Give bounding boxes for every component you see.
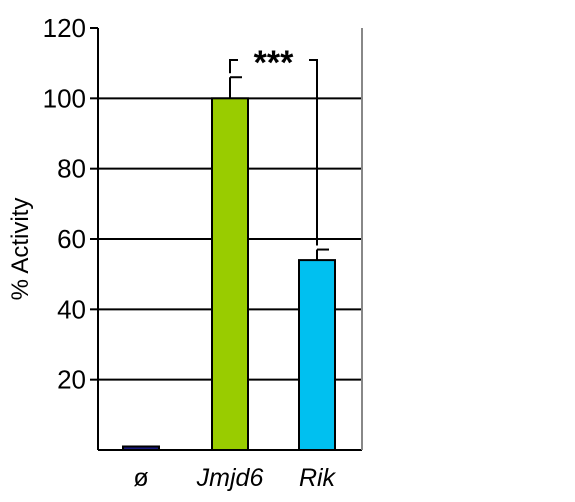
y-tick-label: 40	[57, 294, 86, 324]
y-tick-label: 80	[57, 154, 86, 184]
bar-2	[298, 259, 336, 451]
bars	[122, 76, 336, 452]
significance-bracket-left	[229, 59, 238, 74]
x-tick-label: ø	[133, 464, 148, 492]
x-tick-label: Jmjd6	[196, 464, 264, 492]
y-tick-label: 20	[57, 365, 86, 395]
labels: 20 40 60 80 100 120 ø Jmjd6 Rik *** % Activity	[7, 13, 337, 492]
x-tick-label: Rik	[299, 464, 337, 492]
y-tick-label: 60	[57, 224, 86, 254]
y-tick-label: 100	[43, 83, 86, 113]
significance-bracket-right	[309, 59, 318, 246]
y-axis-label: % Activity	[7, 198, 34, 301]
significance-label: ***	[254, 44, 294, 82]
axes	[90, 27, 363, 451]
y-tick-label: 120	[43, 13, 86, 43]
bar-1	[211, 97, 249, 451]
